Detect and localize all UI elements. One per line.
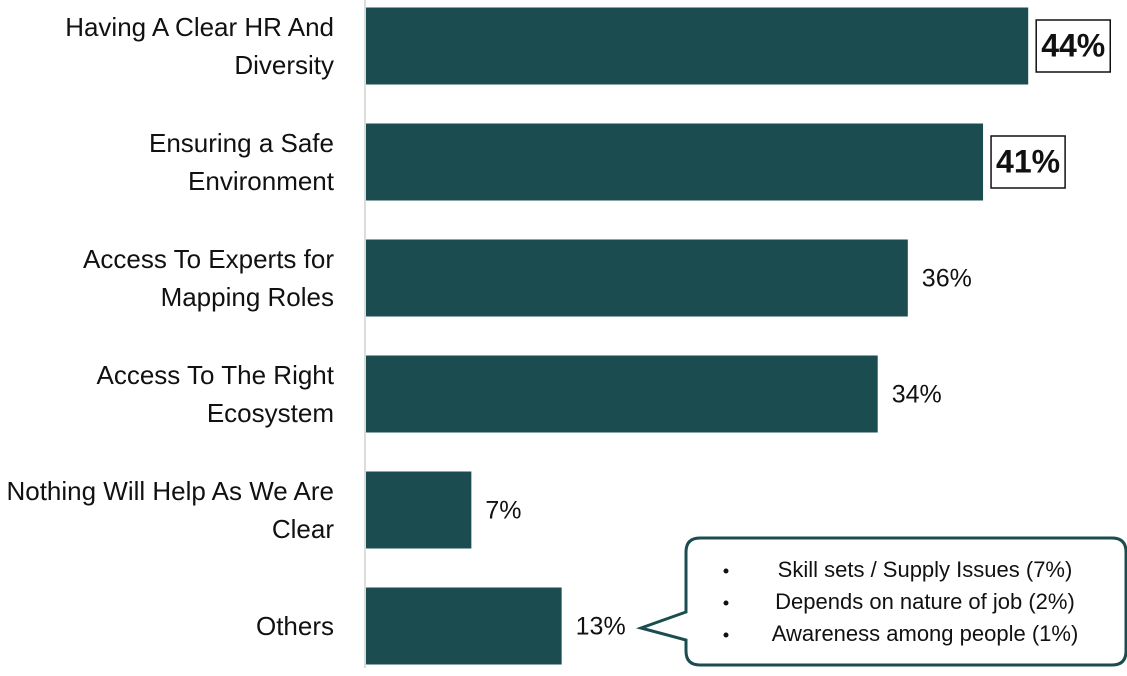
value-label: 36% (922, 265, 972, 293)
category-label: Access To Experts for Mapping Roles (0, 228, 334, 328)
callout-text: Skill sets / Supply Issues (7%) (778, 557, 1073, 582)
callout-box (635, 536, 1127, 667)
category-label: Nothing Will Help As We Are Clear (0, 460, 334, 560)
category-text: Access To The Right Ecosystem (96, 360, 335, 428)
category-label: Access To The Right Ecosystem (0, 344, 335, 444)
value-label: 41% (996, 143, 1060, 179)
category-text: Access To Experts for Mapping Roles (83, 244, 334, 312)
bar (366, 123, 984, 201)
category-label: Ensuring a Safe Environment (0, 112, 334, 212)
bar (366, 7, 1029, 85)
bullet (723, 568, 729, 574)
category-text: Ensuring a Safe Environment (148, 128, 334, 196)
bar (366, 587, 562, 665)
bullet (723, 600, 729, 606)
callout-text: Awareness among people (1%) (772, 621, 1079, 646)
value-label-box (1035, 19, 1111, 73)
category-text: Nothing Will Help As We Are Clear (6, 476, 334, 544)
category-label: Others (0, 576, 334, 676)
bullet (723, 632, 729, 638)
category-label: Having A Clear HR And Diversity (0, 0, 334, 96)
value-label: 7% (485, 497, 521, 525)
bar (366, 471, 472, 549)
value-label: 34% (892, 381, 942, 409)
value-label: 13% (576, 613, 626, 641)
category-text: Having A Clear HR And Diversity (65, 12, 334, 80)
callout-text: Depends on nature of job (2%) (775, 589, 1075, 614)
value-label: 44% (1041, 27, 1105, 63)
category-text: Others (255, 611, 334, 641)
value-label-box (990, 135, 1066, 189)
bar (366, 355, 878, 433)
bar (366, 239, 908, 317)
